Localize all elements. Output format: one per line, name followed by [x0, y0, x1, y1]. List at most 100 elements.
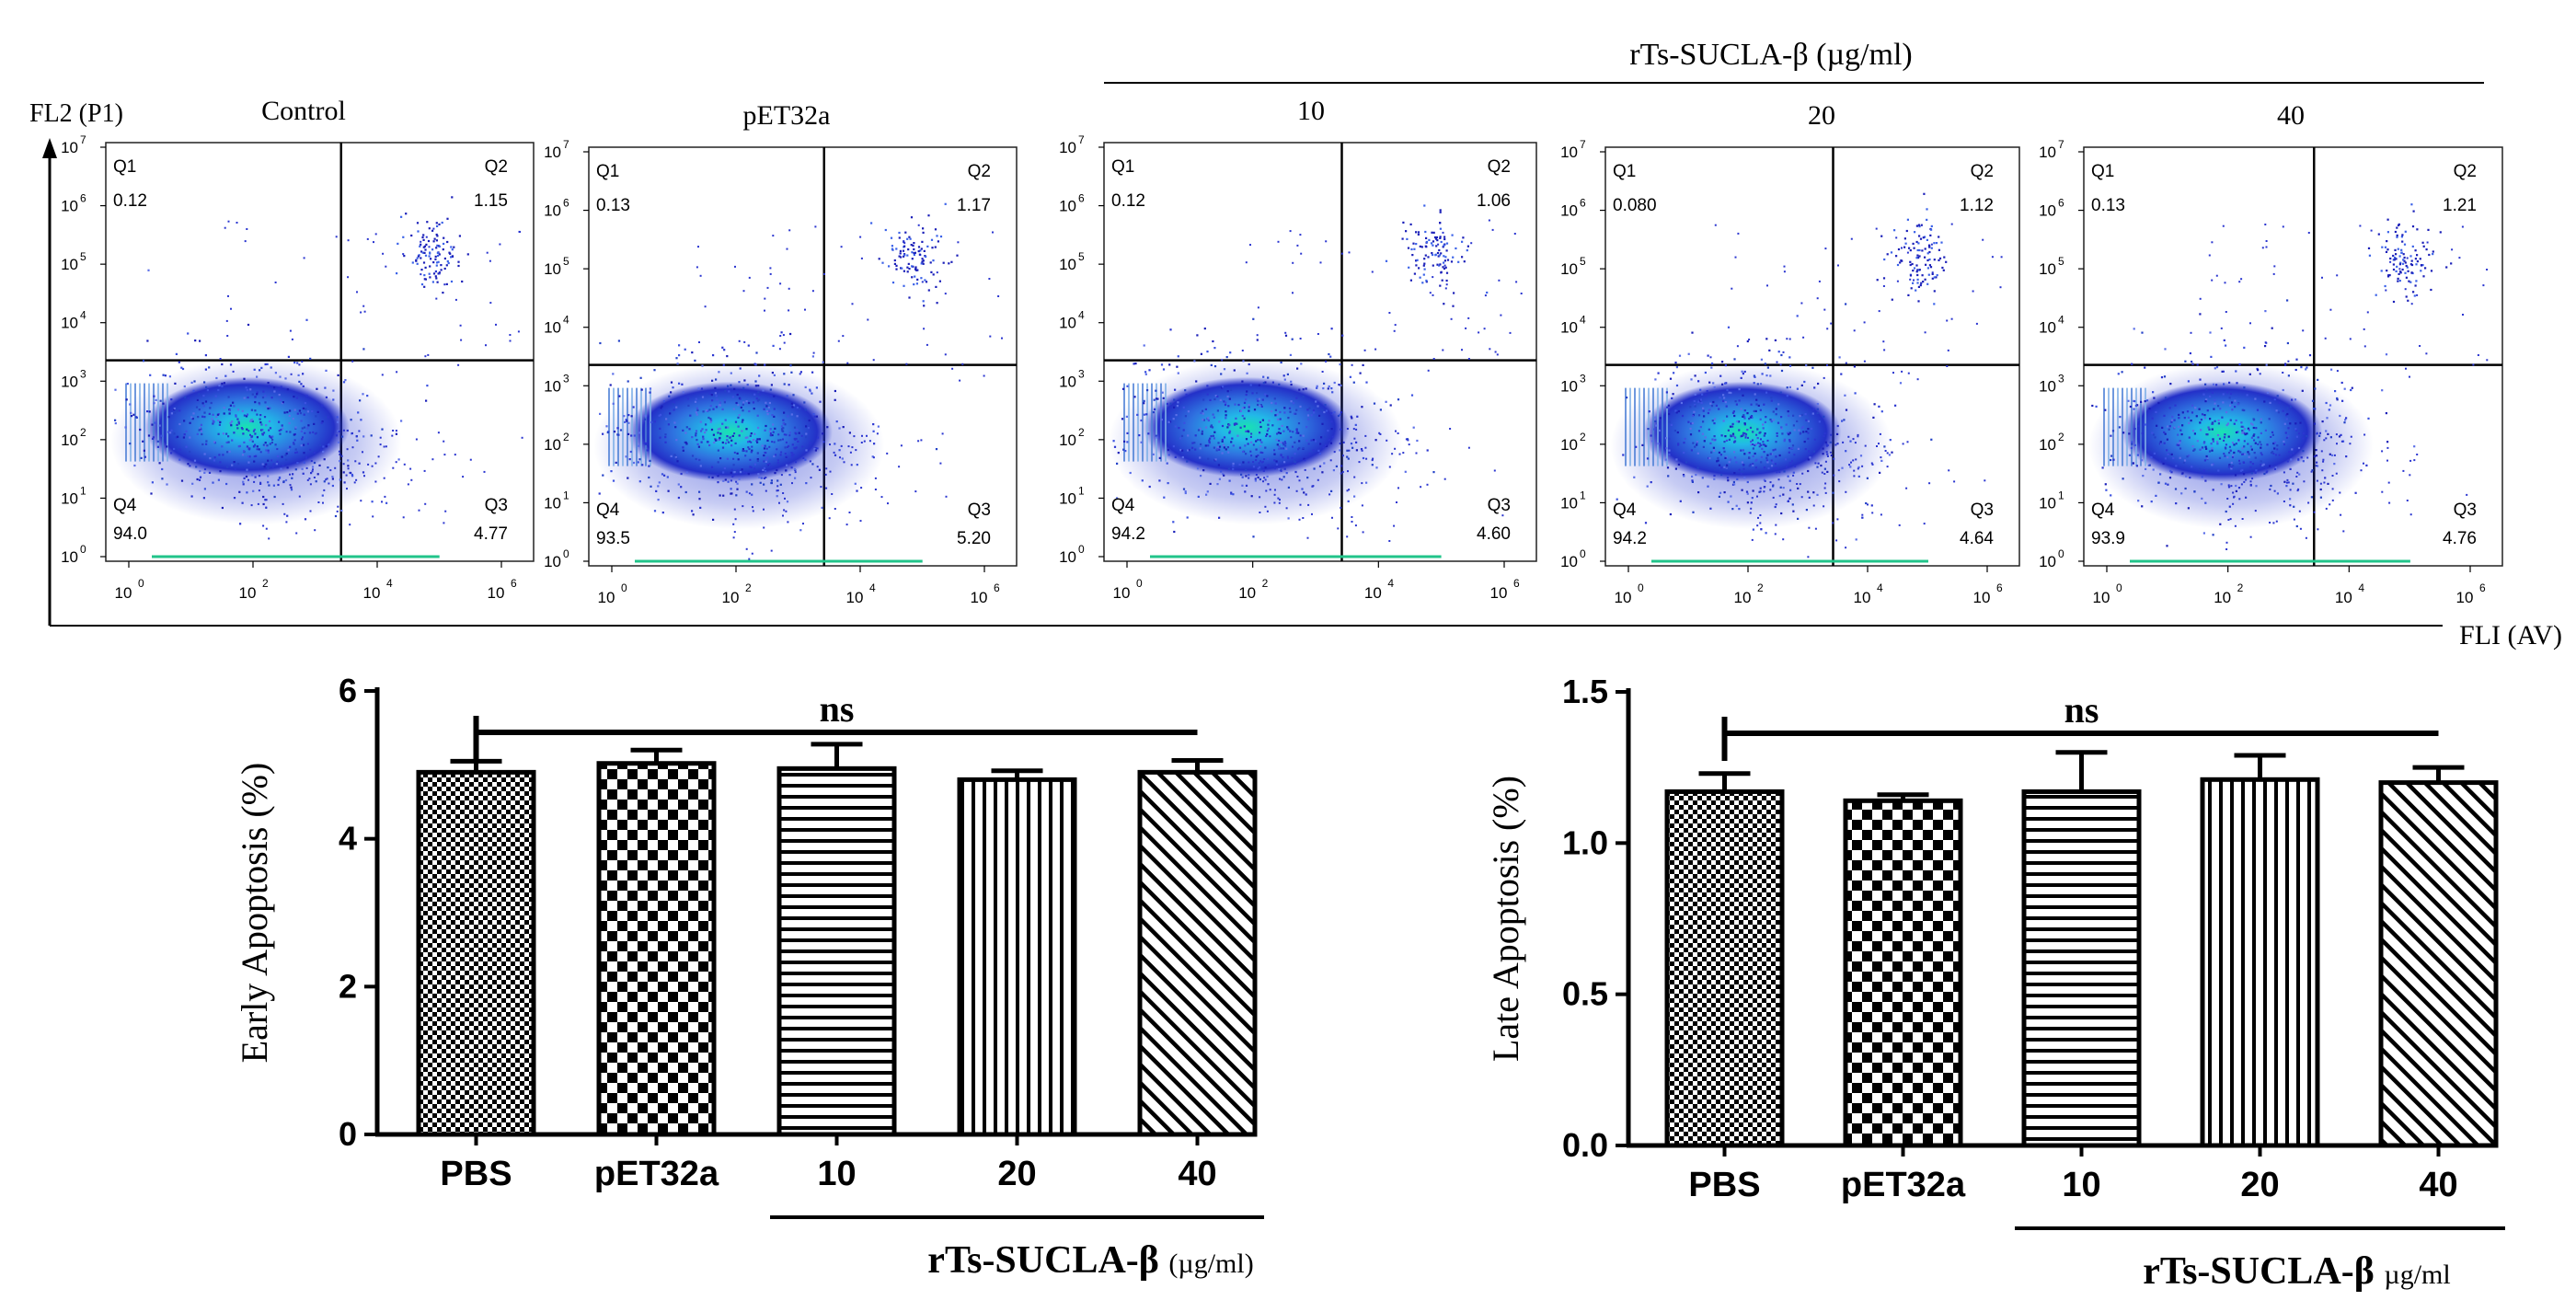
event-dot — [1117, 452, 1120, 455]
event-dot — [175, 352, 178, 355]
event-dot — [1796, 483, 1799, 485]
event-dot — [1758, 490, 1761, 493]
event-dot — [2251, 423, 2254, 426]
event-dot — [293, 439, 296, 442]
event-dot — [2241, 518, 2244, 520]
event-dot — [1845, 450, 1847, 453]
y-tick-exponent: 3 — [2058, 372, 2064, 385]
event-dot — [1173, 530, 1176, 534]
x-tick-label: 10 — [1364, 584, 1382, 602]
event-dot — [769, 272, 772, 275]
event-dot — [242, 432, 245, 435]
event-dot — [438, 253, 441, 256]
event-dot — [1410, 247, 1413, 251]
event-dot — [1704, 436, 1707, 439]
event-dot — [1777, 351, 1780, 353]
event-dot — [1467, 358, 1470, 360]
event-dot — [1829, 451, 1832, 454]
event-dot — [769, 388, 772, 391]
event-dot — [739, 471, 742, 474]
event-dot — [225, 319, 228, 322]
event-dot — [2319, 496, 2322, 499]
event-dot — [1691, 479, 1694, 482]
y-tick-label: 10 — [544, 319, 561, 337]
event-dot — [2278, 454, 2281, 456]
event-dot — [2243, 386, 2246, 389]
event-dot — [191, 482, 194, 485]
x-tick-exponent: 0 — [2116, 581, 2122, 594]
y-tick-exponent: 3 — [563, 372, 569, 385]
event-dot — [1341, 471, 1344, 473]
quadrant-value-q1: 0.080 — [1613, 196, 1657, 215]
event-dot — [650, 485, 652, 488]
y-tick-label: 10 — [1059, 139, 1076, 156]
event-dot — [1281, 424, 1283, 427]
event-dot — [872, 430, 875, 432]
event-dot — [1823, 467, 1826, 470]
quadrant-value-q2: 1.06 — [1477, 191, 1511, 211]
event-dot — [726, 439, 729, 442]
event-dot — [881, 261, 884, 264]
flow-panel-title: 10 — [1297, 96, 1325, 126]
event-dot — [1435, 245, 1438, 247]
event-dot — [2209, 395, 2212, 397]
event-dot — [423, 251, 426, 254]
y-tick-exponent: 1 — [1078, 484, 1085, 497]
x-tick-label: pET32a — [594, 1155, 719, 1193]
event-dot — [1724, 382, 1727, 385]
event-dot — [237, 422, 240, 425]
event-dot — [1774, 463, 1777, 466]
event-dot — [1807, 428, 1810, 431]
event-dot — [749, 458, 752, 461]
event-dot — [763, 460, 765, 463]
event-dot — [1330, 420, 1333, 423]
event-dot — [325, 416, 328, 419]
event-dot — [1762, 423, 1765, 426]
y-axis-label: Late Apoptosis (%) — [1485, 776, 1526, 1062]
event-dot — [2230, 467, 2233, 470]
event-dot — [708, 443, 711, 447]
event-dot — [793, 446, 796, 449]
event-dot — [898, 231, 901, 235]
y-tick-exponent: 5 — [2058, 255, 2064, 268]
event-dot — [2160, 376, 2164, 379]
event-dot — [1347, 457, 1350, 460]
event-dot — [2216, 443, 2219, 445]
quadrant-label-q2: Q2 — [2454, 162, 2477, 181]
event-dot — [1683, 475, 1685, 478]
event-dot — [436, 244, 439, 247]
quadrant-label-q1: Q1 — [1613, 162, 1636, 181]
event-dot — [1276, 413, 1279, 416]
event-dot — [270, 366, 272, 369]
event-dot — [1843, 419, 1846, 421]
event-dot — [189, 450, 191, 454]
event-dot — [1911, 262, 1914, 266]
event-dot — [1680, 401, 1683, 405]
event-dot — [911, 258, 914, 260]
event-dot — [2302, 329, 2305, 332]
event-dot — [1722, 394, 1725, 397]
event-dot — [1184, 415, 1187, 418]
event-dot — [2381, 450, 2384, 453]
event-dot — [2180, 492, 2183, 495]
event-dot — [251, 440, 254, 443]
event-dot — [1845, 362, 1847, 364]
event-dot — [929, 261, 932, 264]
event-dot — [2340, 513, 2342, 516]
y-tick-label: 10 — [1560, 319, 1578, 337]
event-dot — [2363, 462, 2364, 465]
event-dot — [615, 461, 617, 464]
event-dot — [1882, 340, 1885, 343]
event-dot — [285, 458, 288, 461]
event-dot — [358, 462, 361, 465]
event-dot — [437, 432, 440, 434]
event-dot — [2260, 452, 2262, 455]
event-dot — [2199, 378, 2202, 381]
event-dot — [1763, 490, 1765, 493]
event-dot — [750, 466, 753, 469]
event-dot — [2422, 245, 2425, 247]
event-dot — [1228, 397, 1231, 400]
event-dot — [347, 239, 350, 242]
event-dot — [1775, 408, 1777, 410]
event-dot — [1255, 455, 1258, 458]
